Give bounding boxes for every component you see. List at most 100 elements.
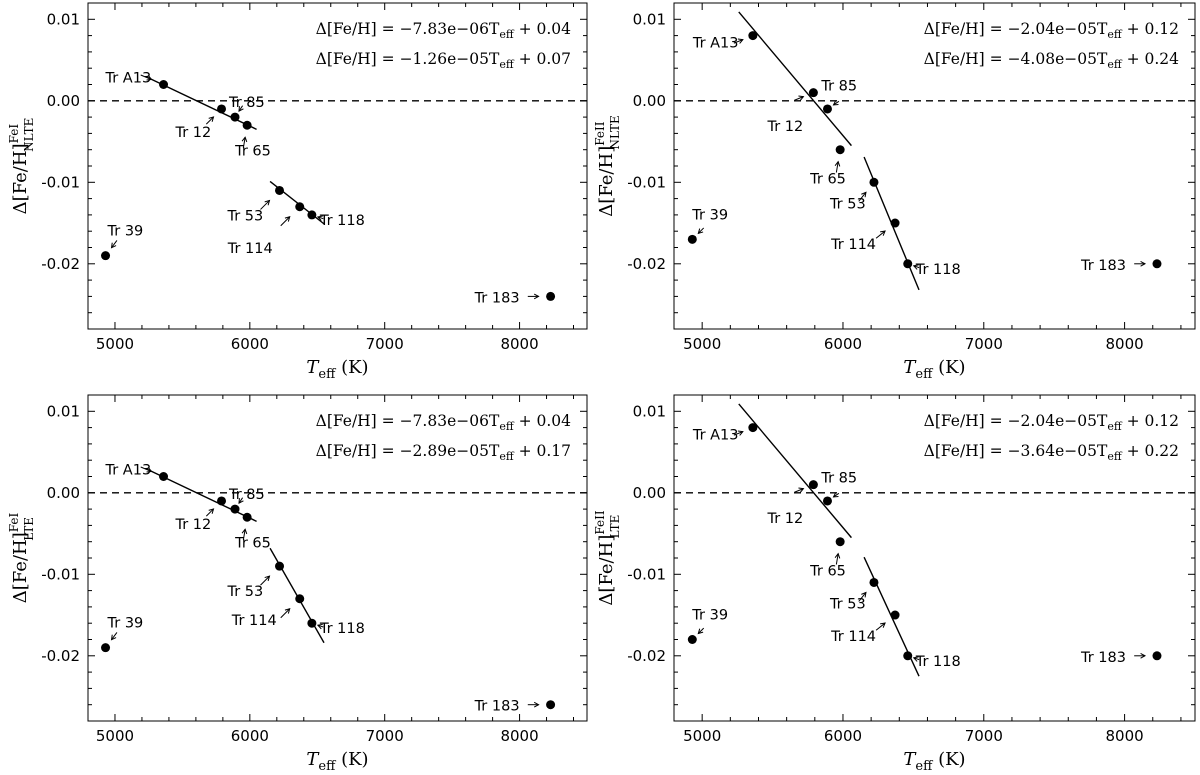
label-arrowhead (697, 628, 704, 635)
x-tick-label: 7000 (366, 335, 404, 353)
data-point (1152, 259, 1162, 269)
label-arrow (835, 553, 839, 565)
label-arrowhead (146, 467, 153, 473)
data-point (217, 496, 227, 506)
label-arrowhead (1140, 260, 1147, 267)
label-arrow (833, 100, 840, 106)
y-axis-label: Δ[Fe/H]FeIINLTE (593, 115, 622, 217)
label-arrow (875, 230, 886, 239)
label-arrow (242, 529, 246, 541)
data-point (101, 643, 111, 653)
point-label: Tr 39 (691, 608, 728, 624)
label-arrowhead (264, 199, 271, 206)
point-label: Tr A13 (105, 71, 152, 87)
point-label: Tr 118 (319, 621, 365, 637)
point-label: Tr 53 (227, 584, 264, 600)
data-point (275, 561, 285, 571)
label-arrowhead (208, 508, 215, 514)
data-point (869, 177, 879, 187)
point-label: Tr 183 (1080, 650, 1126, 666)
label-arrow (111, 240, 118, 248)
fit-equation: Δ[Fe/H] = −2.89e−05Teff + 0.17 (316, 442, 571, 463)
label-arrow (205, 116, 214, 125)
label-arrow (875, 622, 886, 631)
chart-panel-1: 5000 6000 7000 8000 0.01 0.00 -0.01 -0.02 Tr A13… (7, 2, 588, 382)
point-label: Tr 85 (820, 79, 857, 95)
label-arrowhead (110, 242, 117, 249)
y-tick-label: -0.02 (627, 647, 666, 665)
x-axis-label: Teff (K) (306, 357, 368, 382)
y-tick-label: -0.01 (627, 173, 666, 191)
x-axis-label: Teff (K) (903, 357, 965, 382)
label-arrow (205, 508, 214, 517)
label-arrowhead (798, 95, 805, 101)
label-arrowhead (861, 191, 867, 198)
point-label: Tr 53 (829, 596, 866, 612)
label-arrow (794, 96, 804, 101)
label-arrowhead (316, 215, 323, 221)
data-point (275, 185, 285, 195)
fit-equation: Δ[Fe/H] = −7.83e−06Teff + 0.04 (316, 20, 572, 41)
label-arrowhead (834, 160, 841, 167)
point-label: Tr 85 (820, 471, 857, 487)
y-tick-label: 0.00 (47, 484, 80, 502)
point-label: Tr 39 (107, 616, 144, 632)
data-point (242, 512, 252, 522)
label-arrowhead (912, 264, 919, 270)
fit-equation: Δ[Fe/H] = −3.64e−05Teff + 0.22 (924, 442, 1179, 463)
x-tick-label: 7000 (965, 727, 1003, 745)
y-tick-label: 0.00 (633, 92, 666, 110)
x-tick-label: 8000 (500, 335, 538, 353)
label-arrowhead (912, 656, 919, 662)
label-arrowhead (737, 430, 744, 436)
point-label: Tr 183 (474, 290, 520, 306)
point-label: Tr 183 (474, 699, 520, 715)
label-arrowhead (241, 528, 248, 535)
label-arrowhead (110, 634, 117, 641)
x-tick-label: 8000 (500, 727, 538, 745)
label-arrow (280, 216, 291, 227)
x-axis-label: Teff (K) (306, 749, 368, 774)
label-arrowhead (264, 575, 271, 582)
chart-panel-3: 5000 6000 7000 8000 0.01 0.00 -0.01 -0.02 Tr A13… (7, 394, 588, 774)
x-tick-label: 7000 (965, 335, 1003, 353)
fit-equation: Δ[Fe/H] = −1.26e−05Teff + 0.07 (316, 50, 571, 71)
point-label: Tr 85 (228, 487, 265, 503)
label-arrow (858, 592, 867, 602)
label-arrow (260, 575, 270, 586)
data-point (869, 577, 879, 587)
x-tick-label: 6000 (824, 727, 862, 745)
data-point (101, 251, 111, 261)
data-point (903, 259, 913, 269)
data-point (687, 635, 697, 644)
label-arrow (697, 627, 705, 634)
label-arrow (833, 492, 840, 498)
data-point (822, 496, 832, 506)
fit-equation: Δ[Fe/H] = −7.83e−06Teff + 0.04 (316, 412, 572, 433)
data-point (546, 700, 556, 710)
point-label: Tr 39 (691, 207, 728, 223)
point-label: Tr 12 (175, 517, 212, 533)
point-label: Tr 12 (766, 511, 803, 527)
point-label: Tr 118 (319, 213, 365, 229)
y-tick-label: -0.01 (41, 173, 80, 191)
label-arrowhead (284, 608, 291, 614)
data-point (835, 145, 845, 155)
point-label: Tr 65 (809, 564, 846, 580)
point-label: Tr 183 (1080, 258, 1126, 274)
x-tick-label: 8000 (1106, 335, 1144, 353)
point-label: Tr 65 (234, 143, 271, 159)
y-axis-label: Δ[Fe/H]FeINLTE (7, 118, 36, 215)
point-label: Tr A13 (105, 463, 152, 479)
point-label: Tr 39 (107, 224, 144, 240)
data-point (890, 610, 900, 620)
data-point (808, 480, 818, 490)
fit-equation: Δ[Fe/H] = −2.04e−05Teff + 0.12 (924, 20, 1179, 41)
fit-equation: Δ[Fe/H] = −4.08e−05Teff + 0.24 (924, 50, 1180, 71)
point-label: Tr A13 (692, 428, 739, 444)
label-arrowhead (284, 216, 291, 222)
data-point (242, 120, 252, 130)
label-arrowhead (880, 622, 886, 628)
x-axis-label: Teff (K) (903, 749, 965, 774)
label-arrow (733, 431, 744, 436)
